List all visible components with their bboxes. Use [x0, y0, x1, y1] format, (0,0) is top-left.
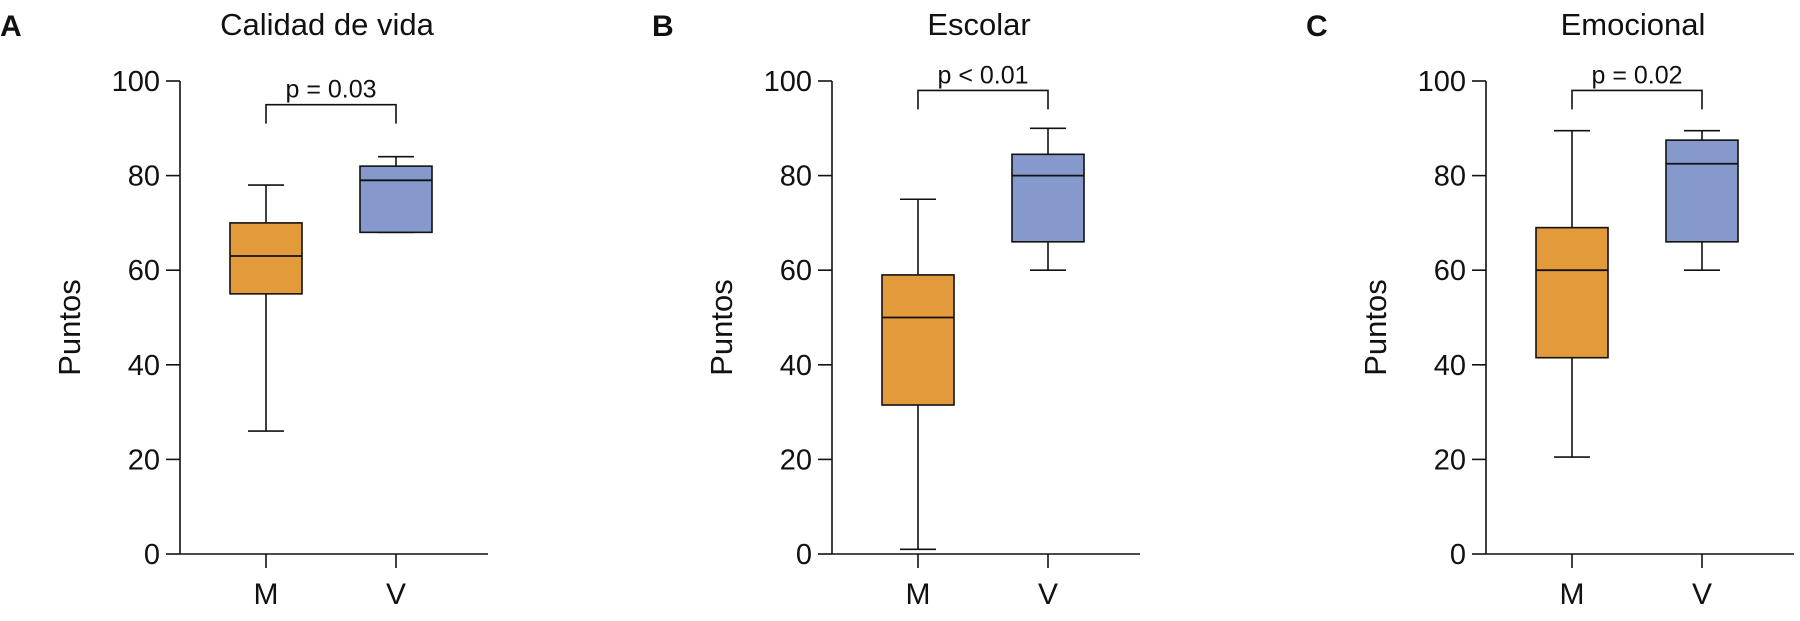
y-tick-label: 60 [128, 255, 160, 287]
p-value-label: p = 0.02 [1591, 61, 1682, 89]
y-tick-label: 80 [128, 161, 160, 193]
box-plot-m [229, 184, 303, 432]
panel-letter: A [0, 10, 22, 43]
y-tick-label: 80 [780, 161, 812, 193]
y-tick-label: 100 [112, 66, 160, 98]
box-iqr [359, 165, 433, 234]
chart-panel-a: A Calidad de vida 0 20 40 60 80 100 Puntos M Vp = … [0, 7, 488, 611]
x-tick-label: M [906, 578, 931, 611]
box-plot-v [1665, 129, 1739, 272]
y-tick-label: 60 [780, 255, 812, 287]
significance-bracket: p = 0.03 [265, 76, 397, 124]
y-tick-label: 40 [128, 350, 160, 382]
y-axis-label: Puntos [52, 279, 87, 376]
panel-letter: C [1306, 10, 1328, 43]
bracket-line [265, 103, 397, 124]
significance-bracket: p < 0.01 [917, 61, 1049, 110]
chart-panel-c: C Emocional 0 20 40 60 80 100 Puntos M Vp = 0.02 [1306, 7, 1794, 611]
y-tick-label: 60 [1434, 255, 1466, 287]
box-plot-v [1011, 127, 1085, 272]
y-tick-label: 40 [780, 350, 812, 382]
y-tick-label: 100 [764, 66, 812, 98]
box-iqr [1011, 153, 1085, 243]
panel-letter: B [652, 10, 674, 43]
box-iqr [1535, 226, 1609, 359]
chart-panel-b: B Escolar 0 20 40 60 80 100 Puntos M Vp < 0.01 [652, 7, 1140, 611]
significance-bracket: p = 0.02 [1571, 61, 1703, 110]
x-tick-label: V [1692, 578, 1712, 611]
y-tick-label: 0 [144, 539, 160, 571]
p-value-label: p = 0.03 [285, 76, 376, 104]
y-tick-label: 80 [1434, 161, 1466, 193]
y-axis-label: Puntos [1358, 279, 1393, 376]
box-plot-m [881, 198, 955, 551]
y-tick-label: 0 [796, 539, 812, 571]
y-tick-label: 20 [780, 444, 812, 476]
y-tick-label: 20 [128, 444, 160, 476]
p-value-label: p < 0.01 [937, 61, 1028, 89]
x-tick-label: V [1038, 578, 1058, 611]
y-tick-label: 40 [1434, 350, 1466, 382]
box-plot-m [1535, 129, 1609, 458]
y-tick-label: 20 [1434, 444, 1466, 476]
box-iqr [1665, 139, 1739, 243]
bracket-line [1571, 89, 1703, 110]
x-tick-label: M [1560, 578, 1585, 611]
x-tick-label: M [254, 578, 279, 611]
chart-title: Escolar [927, 7, 1030, 42]
y-tick-label: 100 [1418, 66, 1466, 98]
box-plot-v [359, 155, 433, 234]
bracket-line [917, 89, 1049, 110]
chart-title: Calidad de vida [220, 7, 434, 42]
chart-title: Emocional [1561, 7, 1706, 42]
x-tick-label: V [386, 578, 406, 611]
box-iqr [881, 274, 955, 406]
box-iqr [229, 222, 303, 295]
y-tick-label: 0 [1450, 539, 1466, 571]
y-axis-label: Puntos [704, 279, 739, 376]
